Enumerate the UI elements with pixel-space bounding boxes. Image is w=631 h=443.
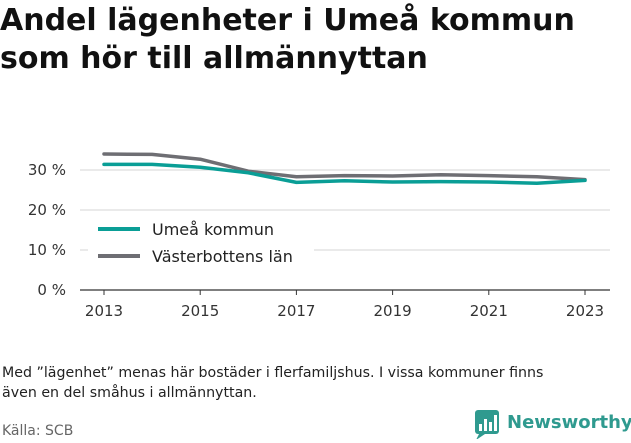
y-tick-label: 10 %: [28, 241, 66, 259]
legend: Umeå kommun Västerbottens län: [88, 214, 314, 272]
source-label: Källa: SCB: [2, 423, 73, 439]
x-tick-label: 2019: [374, 302, 412, 320]
chart-title-line-2: som hör till allmännyttan: [0, 41, 428, 76]
y-tick-label: 0 %: [37, 281, 66, 299]
chart-title-line-1: Andel lägenheter i Umeå kommun: [0, 2, 575, 38]
x-tick-label: 2021: [470, 302, 508, 320]
x-tick-label: 2017: [277, 302, 315, 320]
x-tick-label: 2023: [566, 302, 604, 320]
x-tick-label: 2015: [181, 302, 219, 320]
series-lines: [102, 152, 587, 185]
series-line-2: [102, 152, 587, 182]
y-axis: 0 % 10 % 20 % 30 %: [28, 161, 66, 299]
newsworthy-bar-chart-icon: [475, 410, 499, 440]
y-tick-label: 30 %: [28, 161, 66, 179]
footnote-line-1: Med ”lägenhet” menas här bostäder i fler…: [2, 365, 543, 381]
y-tick-label: 20 %: [28, 201, 66, 219]
series-line-1: [102, 162, 587, 185]
brand-name: Newsworthy: [507, 412, 631, 433]
legend-background: [88, 214, 314, 272]
legend-label: Västerbottens län: [152, 247, 293, 266]
x-tick-label: 2013: [85, 302, 123, 320]
legend-label: Umeå kommun: [152, 220, 274, 239]
x-axis: 2013 2015 2017 2019 2021 2023: [85, 290, 604, 320]
newsworthy-logo: Newsworthy: [475, 410, 631, 440]
footnote-line-2: även en del småhus i allmännyttan.: [2, 384, 257, 401]
